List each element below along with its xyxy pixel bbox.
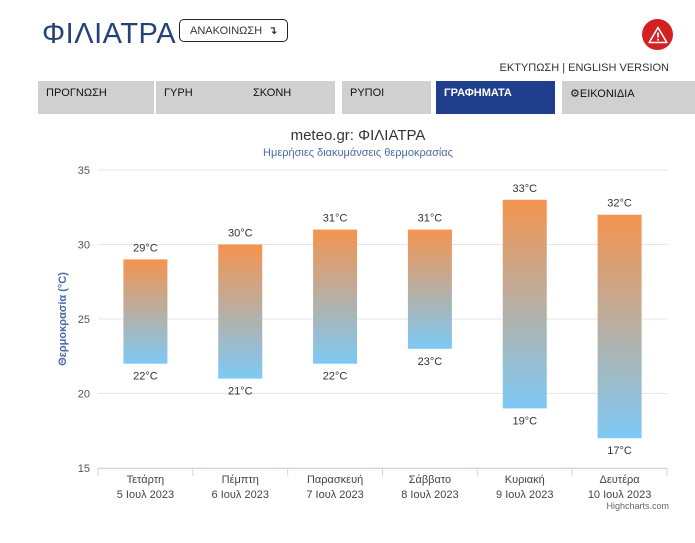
- y-tick-label: 35: [78, 165, 90, 177]
- alert-button[interactable]: [642, 19, 673, 50]
- max-temp-label: 31°C: [323, 213, 348, 225]
- temperature-range-bar[interactable]: [123, 259, 168, 364]
- tab-charts[interactable]: ΓΡΑΦΗΜΑΤΑ: [436, 81, 555, 114]
- max-temp-label: 32°C: [607, 198, 632, 210]
- y-tick-label: 25: [78, 314, 90, 326]
- tab-label: ΓΥΡΗ: [164, 87, 193, 99]
- x-tick-date-label: 8 Ιουλ 2023: [401, 489, 458, 501]
- max-temp-label: 31°C: [418, 213, 443, 225]
- x-tick-date-label: 9 Ιουλ 2023: [496, 489, 553, 501]
- min-temp-label: 19°C: [512, 415, 537, 427]
- arrow-down-icon: ↴: [268, 25, 278, 37]
- link-separator: |: [562, 62, 566, 74]
- tab-forecast[interactable]: ΠΡΟΓΝΩΣΗ: [38, 81, 154, 114]
- y-tick-label: 30: [78, 240, 90, 252]
- temperature-range-bar[interactable]: [313, 229, 358, 364]
- gear-icon: ⚙: [570, 88, 580, 100]
- warning-triangle-icon: [647, 26, 668, 43]
- chart-credit[interactable]: Highcharts.com: [606, 501, 669, 511]
- min-temp-label: 22°C: [133, 371, 158, 383]
- x-tick-day-label: Δευτέρα: [600, 474, 641, 486]
- temperature-range-bar[interactable]: [597, 214, 642, 439]
- x-tick-date-label: 7 Ιουλ 2023: [306, 489, 363, 501]
- x-tick-date-label: 10 Ιουλ 2023: [588, 489, 652, 501]
- page-title: ΦΙΛΙΑΤΡΑ: [42, 18, 177, 50]
- top-links: ΕΚΤΥΠΩΣΗ | ENGLISH VERSION: [500, 62, 669, 74]
- min-temp-label: 21°C: [228, 386, 253, 398]
- max-temp-label: 33°C: [512, 183, 537, 195]
- max-temp-label: 29°C: [133, 242, 158, 254]
- y-tick-label: 20: [78, 389, 90, 401]
- y-axis-title: Θερμοκρασία (°C): [57, 272, 69, 366]
- english-version-link[interactable]: ENGLISH VERSION: [568, 62, 669, 74]
- max-temp-label: 30°C: [228, 228, 253, 240]
- tab-icons[interactable]: ⚙ΕΙΚΟΝΙΔΙΑ: [562, 81, 695, 114]
- temperature-range-bar[interactable]: [407, 229, 452, 349]
- announcement-button[interactable]: ΑΝΑΚΟΙΝΩΣΗ ↴: [179, 19, 289, 42]
- tab-label: ΠΡΟΓΝΩΣΗ: [46, 87, 107, 99]
- tab-dust[interactable]: ΣΚΟΝΗ: [245, 81, 335, 114]
- chart-title: meteo.gr: ΦΙΛΙΑΤΡΑ: [291, 127, 426, 144]
- chart-subtitle: Ημερήσιες διακυμάνσεις θερμοκρασίας: [263, 147, 453, 159]
- tab-label: ΓΡΑΦΗΜΑΤΑ: [444, 87, 512, 99]
- x-tick-day-label: Τετάρτη: [127, 474, 165, 486]
- y-tick-label: 15: [78, 463, 90, 475]
- x-tick-day-label: Παρασκευή: [307, 474, 363, 486]
- announcement-label: ΑΝΑΚΟΙΝΩΣΗ: [190, 24, 263, 37]
- x-tick-day-label: Κυριακή: [505, 474, 545, 486]
- tab-label: ΣΚΟΝΗ: [253, 87, 292, 99]
- tab-label: ΡΥΠΟΙ: [350, 87, 385, 99]
- tab-label: ΕΙΚΟΝΙΔΙΑ: [579, 88, 635, 100]
- tab-pollutants[interactable]: ΡΥΠΟΙ: [342, 81, 431, 114]
- min-temp-label: 22°C: [323, 371, 348, 383]
- x-tick-date-label: 5 Ιουλ 2023: [117, 489, 174, 501]
- x-tick-day-label: Σάββατο: [409, 474, 451, 486]
- temperature-range-bar[interactable]: [502, 199, 547, 409]
- x-tick-day-label: Πέμπτη: [222, 474, 259, 486]
- min-temp-label: 17°C: [607, 445, 632, 457]
- temperature-range-bar[interactable]: [218, 244, 263, 379]
- min-temp-label: 23°C: [418, 356, 443, 368]
- print-link[interactable]: ΕΚΤΥΠΩΣΗ: [499, 62, 560, 74]
- x-tick-date-label: 6 Ιουλ 2023: [212, 489, 269, 501]
